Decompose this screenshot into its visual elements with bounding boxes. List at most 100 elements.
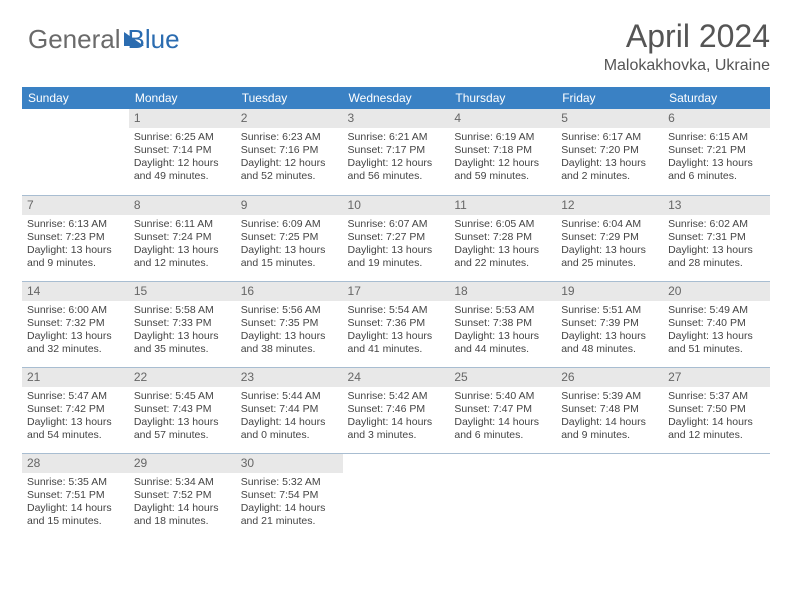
sunset-line: Sunset: 7:21 PM — [668, 144, 765, 157]
calendar-row: 7Sunrise: 6:13 AMSunset: 7:23 PMDaylight… — [22, 195, 770, 281]
sunrise-line: Sunrise: 5:35 AM — [27, 476, 124, 489]
logo-text-1: General — [28, 24, 121, 55]
calendar-cell: 4Sunrise: 6:19 AMSunset: 7:18 PMDaylight… — [449, 109, 556, 195]
weekday-header: Friday — [556, 87, 663, 109]
calendar-cell: 16Sunrise: 5:56 AMSunset: 7:35 PMDayligh… — [236, 281, 343, 367]
day-body: Sunrise: 5:51 AMSunset: 7:39 PMDaylight:… — [556, 301, 663, 362]
daylight-line: Daylight: 12 hours and 59 minutes. — [454, 157, 551, 183]
daylight-line: Daylight: 13 hours and 57 minutes. — [134, 416, 231, 442]
sunset-line: Sunset: 7:43 PM — [134, 403, 231, 416]
sunset-line: Sunset: 7:25 PM — [241, 231, 338, 244]
sunrise-line: Sunrise: 5:37 AM — [668, 390, 765, 403]
calendar-cell: 28Sunrise: 5:35 AMSunset: 7:51 PMDayligh… — [22, 453, 129, 539]
sunset-line: Sunset: 7:28 PM — [454, 231, 551, 244]
sunset-line: Sunset: 7:16 PM — [241, 144, 338, 157]
calendar-cell: 10 Sunrise: 6:07 AMSunset: 7:27 PMDayligh… — [343, 195, 450, 281]
day-body: Sunrise: 5:42 AMSunset: 7:46 PMDaylight:… — [343, 387, 450, 448]
daylight-line: Daylight: 13 hours and 41 minutes. — [348, 330, 445, 356]
day-number: 15 — [129, 282, 236, 301]
sunrise-line: Sunrise: 6:17 AM — [561, 131, 658, 144]
sunset-line: Sunset: 7:23 PM — [27, 231, 124, 244]
day-body: Sunrise: 6:04 AMSunset: 7:29 PMDaylight:… — [556, 215, 663, 276]
sunset-line: Sunset: 7:32 PM — [27, 317, 124, 330]
calendar-row: 1Sunrise: 6:25 AMSunset: 7:14 PMDaylight… — [22, 109, 770, 195]
sunset-line: Sunset: 7:27 PM — [348, 231, 445, 244]
calendar-cell: 6Sunrise: 6:15 AMSunset: 7:21 PMDaylight… — [663, 109, 770, 195]
daylight-line: Daylight: 13 hours and 54 minutes. — [27, 416, 124, 442]
sunrise-line: Sunrise: 6:15 AM — [668, 131, 765, 144]
calendar-cell: 14Sunrise: 6:00 AMSunset: 7:32 PMDayligh… — [22, 281, 129, 367]
sunset-line: Sunset: 7:50 PM — [668, 403, 765, 416]
sunrise-line: Sunrise: 5:40 AM — [454, 390, 551, 403]
day-number: 13 — [663, 196, 770, 215]
sunset-line: Sunset: 7:40 PM — [668, 317, 765, 330]
sunset-line: Sunset: 7:42 PM — [27, 403, 124, 416]
sunset-line: Sunset: 7:38 PM — [454, 317, 551, 330]
sunrise-line: Sunrise: 6:25 AM — [134, 131, 231, 144]
sunrise-line: Sunrise: 6:07 AM — [348, 218, 445, 231]
day-number: 18 — [449, 282, 556, 301]
day-body: Sunrise: 6:00 AMSunset: 7:32 PMDaylight:… — [22, 301, 129, 362]
calendar-row: 28Sunrise: 5:35 AMSunset: 7:51 PMDayligh… — [22, 453, 770, 539]
calendar-body: 1Sunrise: 6:25 AMSunset: 7:14 PMDaylight… — [22, 109, 770, 539]
day-number: 26 — [556, 368, 663, 387]
sunrise-line: Sunrise: 5:34 AM — [134, 476, 231, 489]
daylight-line: Daylight: 13 hours and 15 minutes. — [241, 244, 338, 270]
sunset-line: Sunset: 7:44 PM — [241, 403, 338, 416]
day-body: Sunrise: 6:19 AMSunset: 7:18 PMDaylight:… — [449, 128, 556, 189]
sunrise-line: Sunrise: 6:21 AM — [348, 131, 445, 144]
calendar-cell: 11Sunrise: 6:05 AMSunset: 7:28 PMDayligh… — [449, 195, 556, 281]
sunrise-line: Sunrise: 6:11 AM — [134, 218, 231, 231]
day-body: Sunrise: 6:11 AMSunset: 7:24 PMDaylight:… — [129, 215, 236, 276]
day-number: 22 — [129, 368, 236, 387]
calendar-cell-blank — [22, 109, 129, 195]
sunrise-line: Sunrise: 5:58 AM — [134, 304, 231, 317]
daylight-line: Daylight: 14 hours and 15 minutes. — [27, 502, 124, 528]
day-number: 10 — [343, 196, 450, 215]
daylight-line: Daylight: 14 hours and 3 minutes. — [348, 416, 445, 442]
daylight-line: Daylight: 13 hours and 32 minutes. — [27, 330, 124, 356]
sunrise-line: Sunrise: 5:56 AM — [241, 304, 338, 317]
weekday-header: Saturday — [663, 87, 770, 109]
logo: General Blue — [28, 24, 180, 55]
daylight-line: Daylight: 13 hours and 35 minutes. — [134, 330, 231, 356]
sunrise-line: Sunrise: 5:32 AM — [241, 476, 338, 489]
calendar-cell: 20Sunrise: 5:49 AMSunset: 7:40 PMDayligh… — [663, 281, 770, 367]
day-number: 17 — [343, 282, 450, 301]
day-body: Sunrise: 5:54 AMSunset: 7:36 PMDaylight:… — [343, 301, 450, 362]
day-body: Sunrise: 5:35 AMSunset: 7:51 PMDaylight:… — [22, 473, 129, 534]
weekday-header: Sunday — [22, 87, 129, 109]
daylight-line: Daylight: 14 hours and 6 minutes. — [454, 416, 551, 442]
calendar-cell: 13Sunrise: 6:02 AMSunset: 7:31 PMDayligh… — [663, 195, 770, 281]
daylight-line: Daylight: 14 hours and 0 minutes. — [241, 416, 338, 442]
sunset-line: Sunset: 7:24 PM — [134, 231, 231, 244]
day-body: Sunrise: 5:34 AMSunset: 7:52 PMDaylight:… — [129, 473, 236, 534]
day-number: 12 — [556, 196, 663, 215]
daylight-line: Daylight: 13 hours and 12 minutes. — [134, 244, 231, 270]
sunrise-line: Sunrise: 6:04 AM — [561, 218, 658, 231]
sunrise-line: Sunrise: 5:42 AM — [348, 390, 445, 403]
sunset-line: Sunset: 7:51 PM — [27, 489, 124, 502]
daylight-line: Daylight: 14 hours and 12 minutes. — [668, 416, 765, 442]
calendar-cell: 24Sunrise: 5:42 AMSunset: 7:46 PMDayligh… — [343, 367, 450, 453]
day-number: 2 — [236, 109, 343, 128]
calendar-cell: 17Sunrise: 5:54 AMSunset: 7:36 PMDayligh… — [343, 281, 450, 367]
daylight-line: Daylight: 14 hours and 21 minutes. — [241, 502, 338, 528]
sunrise-line: Sunrise: 6:05 AM — [454, 218, 551, 231]
daylight-line: Daylight: 13 hours and 19 minutes. — [348, 244, 445, 270]
day-body: Sunrise: 5:45 AMSunset: 7:43 PMDaylight:… — [129, 387, 236, 448]
calendar-cell: 30Sunrise: 5:32 AMSunset: 7:54 PMDayligh… — [236, 453, 343, 539]
daylight-line: Daylight: 14 hours and 9 minutes. — [561, 416, 658, 442]
calendar-cell: 23Sunrise: 5:44 AMSunset: 7:44 PMDayligh… — [236, 367, 343, 453]
day-number: 11 — [449, 196, 556, 215]
calendar-cell: 7Sunrise: 6:13 AMSunset: 7:23 PMDaylight… — [22, 195, 129, 281]
sunrise-line: Sunrise: 6:19 AM — [454, 131, 551, 144]
sunrise-line: Sunrise: 5:49 AM — [668, 304, 765, 317]
day-number: 21 — [22, 368, 129, 387]
day-number: 16 — [236, 282, 343, 301]
calendar-cell-blank — [556, 453, 663, 539]
logo-text-2: Blue — [128, 24, 180, 55]
day-number: 4 — [449, 109, 556, 128]
sunset-line: Sunset: 7:33 PM — [134, 317, 231, 330]
sunset-line: Sunset: 7:31 PM — [668, 231, 765, 244]
